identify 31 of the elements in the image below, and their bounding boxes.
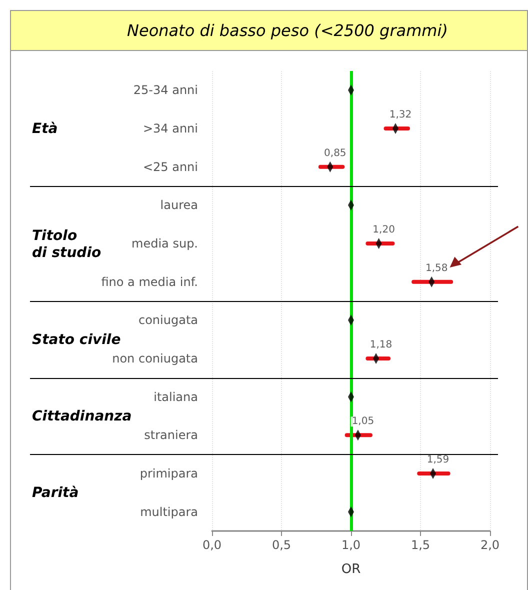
data-label: 1,18 [370,340,392,350]
y-tick-label: fino a media inf. [101,274,198,289]
chart-title: Neonato di basso peso (<2500 grammi) [10,10,528,51]
y-tick-label: >34 anni [142,122,198,136]
data-label: 1,20 [372,224,395,236]
text: Stato civile [32,332,121,348]
x-tick-label: 1,0 [341,538,361,552]
text: Cittadinanza [32,408,132,424]
y-tick-label: <25 anni [142,160,198,174]
x-tick-label: 0,5 [272,538,292,552]
y-tick-label: straniera [144,428,198,442]
x-tick-label: 0,0 [202,538,222,552]
data-label: 1,58 [425,262,448,274]
y-tick-label: 25-34 anni [133,83,198,98]
y-tick-label: italiana [154,390,198,404]
x-axis-title: OR [341,562,361,577]
data-label: 1,59 [426,454,450,466]
y-tick-label: non coniugata [112,352,198,366]
y-tick-label: primipara [140,466,198,480]
x-tick-label: 2,0 [480,538,500,552]
text: Parità [32,485,79,502]
x-tick-label: 1,5 [410,538,430,552]
text: Età [32,121,58,137]
y-tick-label: multipara [140,504,198,519]
text: Titolo di studio [32,228,102,261]
y-tick-label: laurea [160,198,198,212]
data-label: 1,32 [389,110,412,120]
y-tick-label: coniugata [138,313,198,328]
data-label: 1,05 [352,416,374,428]
y-tick-label: media sup. [132,236,198,250]
data-label: 0,85 [324,148,346,159]
